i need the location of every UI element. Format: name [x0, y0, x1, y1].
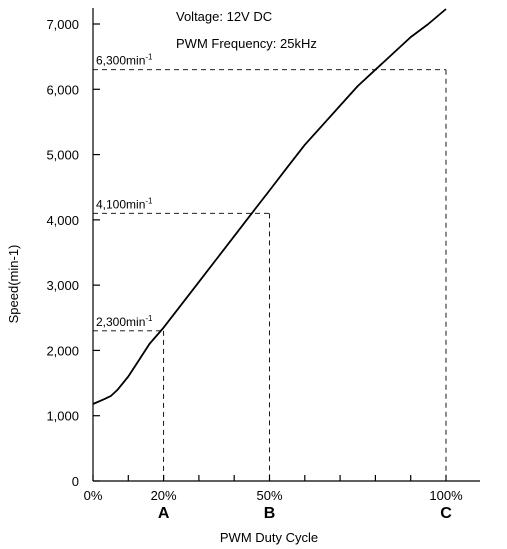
- x-tick-label: 20%: [151, 488, 177, 503]
- y-tick-label: 1,000: [46, 409, 79, 424]
- y-tick-label: 6,000: [46, 82, 79, 97]
- annotation-voltage: Voltage: 12V DC: [176, 9, 272, 24]
- y-tick-label: 3,000: [46, 278, 79, 293]
- y-tick-label: 2,000: [46, 343, 79, 358]
- x-tick-label: 50%: [256, 488, 282, 503]
- x-tick-label: 0%: [84, 488, 103, 503]
- x-tick-label: 100%: [429, 488, 463, 503]
- reference-value-label: 4,100min-1: [96, 196, 153, 211]
- y-tick-label: 0: [72, 474, 79, 489]
- reference-value-label: 2,300min-1: [96, 314, 153, 329]
- point-label-c: C: [440, 505, 452, 522]
- annotation-pwm-frequency: PWM Frequency: 25kHz: [176, 36, 317, 51]
- y-tick-label: 7,000: [46, 17, 79, 32]
- x-axis-title: PWM Duty Cycle: [220, 530, 318, 545]
- y-axis-title: Speed(min-1): [6, 245, 21, 324]
- point-label-a: A: [158, 505, 170, 522]
- point-label-b: B: [264, 505, 276, 522]
- y-tick-label: 5,000: [46, 148, 79, 163]
- y-tick-label: 4,000: [46, 213, 79, 228]
- reference-value-label: 6,300min-1: [96, 53, 153, 68]
- speed-curve: [92, 8, 447, 405]
